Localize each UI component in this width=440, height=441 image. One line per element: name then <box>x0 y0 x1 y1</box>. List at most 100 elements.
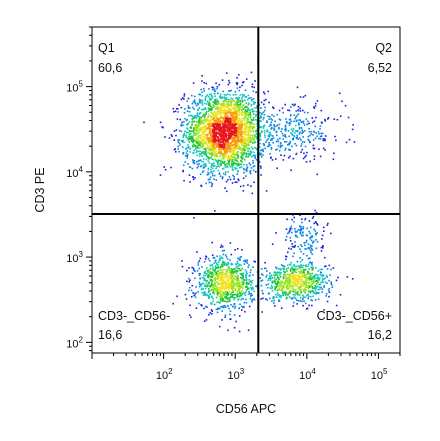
event-point <box>197 129 200 132</box>
event-point <box>199 173 202 176</box>
event-point <box>239 294 242 297</box>
event-point <box>249 286 252 289</box>
event-point <box>212 124 214 127</box>
event-point <box>311 264 313 266</box>
event-point <box>269 275 272 278</box>
event-point <box>276 296 278 298</box>
event-point <box>229 242 232 244</box>
event-point <box>182 124 185 126</box>
event-point <box>225 141 227 143</box>
event-point <box>232 138 234 140</box>
event-point <box>251 294 253 296</box>
event-point <box>299 271 301 274</box>
event-point <box>179 144 181 146</box>
event-point <box>306 227 308 230</box>
event-point <box>216 131 218 133</box>
event-point <box>210 289 213 291</box>
event-point <box>272 297 275 300</box>
event-point <box>210 148 212 151</box>
event-point <box>201 282 203 285</box>
event-point <box>319 125 322 127</box>
event-point <box>312 279 315 281</box>
event-point <box>246 122 249 125</box>
event-point <box>245 110 247 112</box>
event-point <box>195 104 198 107</box>
event-point <box>232 108 235 111</box>
event-point <box>250 104 253 107</box>
event-point <box>189 107 191 109</box>
event-point <box>224 115 226 118</box>
event-point <box>251 279 254 282</box>
event-point <box>230 285 233 288</box>
event-point <box>304 219 306 221</box>
event-point <box>215 123 217 125</box>
event-point <box>198 125 200 127</box>
event-point <box>218 276 220 279</box>
event-point <box>313 107 316 109</box>
event-point <box>213 178 215 180</box>
event-point <box>239 120 241 123</box>
event-point <box>224 316 226 318</box>
event-point <box>212 128 214 131</box>
event-point <box>218 325 221 328</box>
event-point <box>208 109 211 111</box>
event-point <box>252 148 254 150</box>
event-point <box>240 114 243 116</box>
event-point <box>241 151 244 153</box>
event-point <box>219 277 222 279</box>
event-point <box>212 138 214 141</box>
event-point <box>337 276 339 279</box>
event-point <box>224 142 227 144</box>
event-point <box>219 266 221 269</box>
event-point <box>193 294 195 297</box>
event-point <box>205 256 208 258</box>
event-point <box>244 99 246 102</box>
event-point <box>328 264 331 267</box>
event-point <box>258 104 261 106</box>
event-point <box>250 299 253 302</box>
event-point <box>224 119 227 122</box>
event-point <box>251 282 253 284</box>
event-point <box>208 313 210 316</box>
event-point <box>245 137 248 140</box>
event-point <box>299 299 302 302</box>
event-point <box>209 105 212 107</box>
event-point <box>221 177 224 180</box>
event-point <box>240 305 243 308</box>
event-point <box>315 132 317 134</box>
event-point <box>240 129 243 132</box>
event-point <box>211 272 214 274</box>
event-point <box>194 177 196 179</box>
event-point <box>218 126 221 129</box>
event-point <box>175 134 177 137</box>
event-point <box>246 286 249 289</box>
event-point <box>255 147 257 149</box>
event-point <box>323 286 325 289</box>
event-point <box>205 165 207 167</box>
event-point <box>274 120 276 123</box>
event-point <box>233 134 236 137</box>
event-point <box>238 131 241 133</box>
event-point <box>233 296 235 299</box>
event-point <box>294 234 297 236</box>
event-point <box>236 103 239 106</box>
event-point <box>223 146 226 149</box>
event-point <box>241 297 243 300</box>
event-point <box>259 142 262 145</box>
event-point <box>230 253 233 256</box>
event-point <box>205 154 207 157</box>
event-point <box>199 159 202 161</box>
event-point <box>234 249 236 251</box>
event-point <box>221 276 223 278</box>
event-point <box>233 121 236 124</box>
event-point <box>312 282 314 285</box>
event-point <box>233 178 235 180</box>
event-point <box>235 127 238 129</box>
event-point <box>294 124 297 127</box>
event-point <box>211 121 213 124</box>
event-point <box>197 138 199 141</box>
event-point <box>256 122 258 125</box>
event-point <box>223 286 225 288</box>
event-point <box>271 277 273 279</box>
event-point <box>249 125 251 127</box>
